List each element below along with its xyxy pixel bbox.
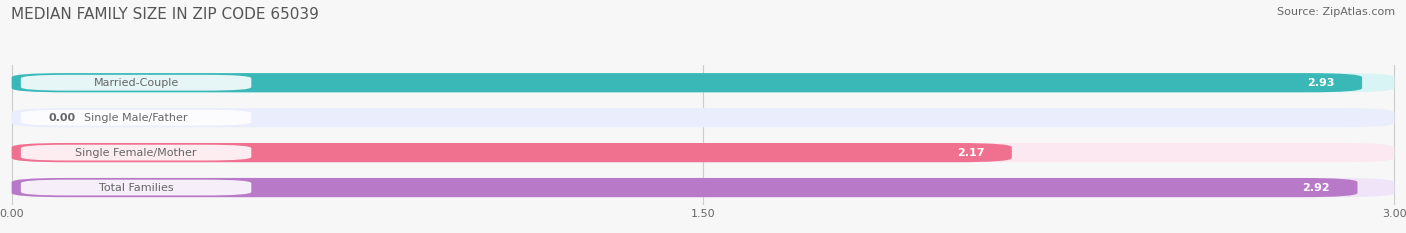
FancyBboxPatch shape (21, 145, 252, 161)
Text: Single Male/Father: Single Male/Father (84, 113, 188, 123)
Text: 2.93: 2.93 (1308, 78, 1334, 88)
Text: Source: ZipAtlas.com: Source: ZipAtlas.com (1277, 7, 1395, 17)
FancyBboxPatch shape (11, 143, 1395, 162)
FancyBboxPatch shape (11, 178, 1395, 197)
FancyBboxPatch shape (21, 110, 252, 126)
Text: Single Female/Mother: Single Female/Mother (76, 148, 197, 158)
FancyBboxPatch shape (11, 178, 1357, 197)
Text: Married-Couple: Married-Couple (93, 78, 179, 88)
FancyBboxPatch shape (11, 73, 1362, 92)
FancyBboxPatch shape (21, 75, 252, 91)
FancyBboxPatch shape (11, 73, 1395, 92)
FancyBboxPatch shape (11, 108, 1395, 127)
FancyBboxPatch shape (21, 180, 252, 195)
Text: 2.92: 2.92 (1302, 183, 1330, 192)
Text: 2.17: 2.17 (956, 148, 984, 158)
Text: Total Families: Total Families (98, 183, 173, 192)
FancyBboxPatch shape (11, 143, 1012, 162)
Text: 0.00: 0.00 (49, 113, 76, 123)
Text: MEDIAN FAMILY SIZE IN ZIP CODE 65039: MEDIAN FAMILY SIZE IN ZIP CODE 65039 (11, 7, 319, 22)
